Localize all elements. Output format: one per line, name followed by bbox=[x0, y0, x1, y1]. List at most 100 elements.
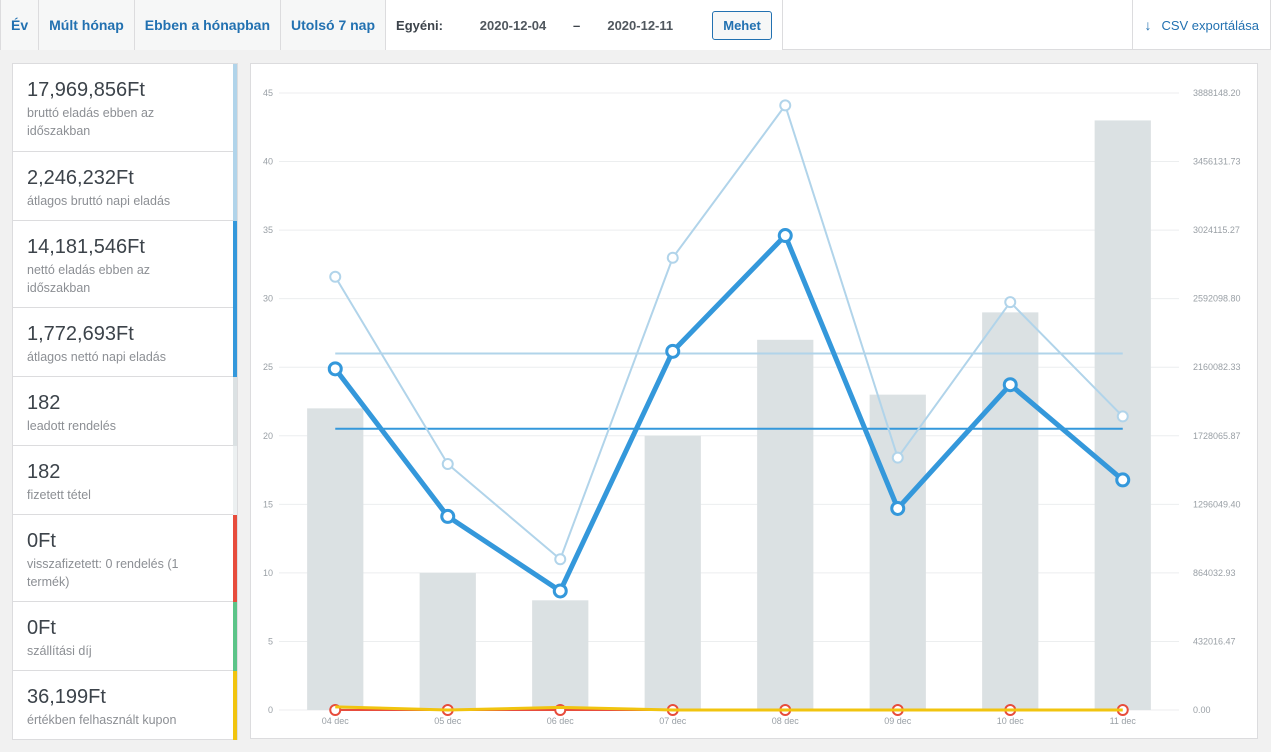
x-tick-label: 05 dec bbox=[434, 716, 462, 726]
x-tick-label: 11 dec bbox=[1110, 716, 1137, 726]
stat-net-sales[interactable]: 14,181,546Ft nettó eladás ebben az idősz… bbox=[13, 221, 237, 308]
x-tick-label: 04 dec bbox=[322, 716, 350, 726]
series-line bbox=[333, 233, 1125, 594]
series-point bbox=[554, 553, 567, 566]
stat-refunded[interactable]: 0Ft visszafizetett: 0 rendelés (1 termék… bbox=[13, 515, 237, 602]
export-csv-button[interactable]: ↓ CSV exportálása bbox=[1132, 0, 1270, 50]
stat-label: szállítási díj bbox=[27, 644, 92, 658]
tab-last-7-days[interactable]: Utolsó 7 nap bbox=[281, 0, 387, 50]
series-point bbox=[777, 228, 793, 244]
legend-color-bar bbox=[233, 446, 237, 515]
series-point bbox=[891, 451, 904, 464]
stat-label: visszafizetett: 0 rendelés (1 termék) bbox=[27, 557, 179, 589]
y-right-tick-label: 2592098.80 bbox=[1193, 294, 1241, 304]
stat-value: 36,199Ft bbox=[27, 686, 106, 708]
y-left-tick-label: 10 bbox=[263, 568, 273, 578]
series-point bbox=[1116, 410, 1129, 423]
bar-orders bbox=[757, 339, 814, 710]
series-point bbox=[666, 251, 679, 264]
y-right-tick-label: 3024115.27 bbox=[1193, 225, 1240, 235]
stat-label: leadott rendelés bbox=[27, 419, 116, 433]
stat-coupons[interactable]: 36,199Ft értékben felhasznált kupon bbox=[13, 671, 237, 740]
series-line bbox=[334, 104, 1124, 561]
stat-label: bruttó eladás ebben az időszakban bbox=[27, 106, 155, 138]
legend-color-bar bbox=[233, 308, 237, 377]
tab-last-month[interactable]: Múlt hónap bbox=[39, 0, 135, 50]
tab-this-month[interactable]: Ebben a hónapban bbox=[134, 0, 282, 50]
series-point bbox=[327, 361, 343, 377]
stat-value: 182 bbox=[27, 392, 61, 414]
end-date-input[interactable]: 2020-12-11 bbox=[607, 17, 674, 33]
legend-color-bar bbox=[233, 602, 237, 671]
custom-range: Egyéni: 2020-12-04 – 2020-12-11 Mehet bbox=[386, 0, 783, 50]
legend-color-bar bbox=[233, 64, 237, 152]
legend-color-bar bbox=[233, 221, 237, 308]
bar-orders bbox=[419, 572, 476, 710]
x-tick-label: 09 dec bbox=[884, 716, 912, 726]
y-right-tick-label: 1296049.40 bbox=[1193, 499, 1241, 509]
y-left-tick-label: 5 bbox=[268, 636, 273, 646]
y-left-tick-label: 0 bbox=[268, 705, 273, 715]
x-tick-label: 08 dec bbox=[772, 716, 800, 726]
stat-value: 182 bbox=[27, 461, 61, 483]
y-left-tick-label: 30 bbox=[263, 294, 273, 304]
legend-color-bar bbox=[233, 377, 237, 446]
series-line bbox=[335, 705, 1123, 712]
y-right-tick-label: 0.00 bbox=[1193, 705, 1211, 715]
y-left-tick-label: 45 bbox=[263, 88, 273, 98]
series-point bbox=[552, 583, 568, 599]
chart-svg: 0 5 10 15 20 25 30 35 40 45 0.00 432016.47 864032.93… bbox=[263, 88, 1241, 726]
stat-shipping[interactable]: 0Ft szállítási díj bbox=[13, 602, 237, 671]
series-point bbox=[1002, 377, 1018, 393]
bar-orders bbox=[982, 312, 1039, 710]
top-bar: Év Múlt hónap Ebben a hónapban Utolsó 7 … bbox=[0, 0, 1271, 50]
y-right-tick-label: 3888148.20 bbox=[1193, 88, 1241, 98]
y-right-tick-label: 2160082.33 bbox=[1193, 362, 1241, 372]
range-tabs: Év Múlt hónap Ebben a hónapban Utolsó 7 … bbox=[1, 0, 783, 50]
y-left-tick-label: 25 bbox=[263, 362, 273, 372]
legend-color-bar bbox=[233, 671, 237, 740]
series-point bbox=[440, 508, 456, 524]
tab-year[interactable]: Év bbox=[1, 0, 40, 50]
stat-label: átlagos nettó napi eladás bbox=[27, 350, 166, 364]
stat-value: 0Ft bbox=[27, 617, 56, 639]
stat-value: 17,969,856Ft bbox=[27, 79, 145, 101]
y-right-tick-label: 432016.47 bbox=[1193, 636, 1236, 646]
x-tick-label: 10 dec bbox=[997, 716, 1025, 726]
stat-value: 14,181,546Ft bbox=[27, 236, 145, 258]
series-point bbox=[329, 270, 342, 283]
stat-value: 2,246,232Ft bbox=[27, 167, 134, 189]
stats-sidebar: 17,969,856Ft bruttó eladás ebben az idős… bbox=[12, 63, 238, 740]
bar-orders bbox=[307, 408, 364, 710]
bar-orders bbox=[869, 394, 926, 710]
start-date-input[interactable]: 2020-12-04 bbox=[479, 17, 547, 33]
stat-avg-gross-sales[interactable]: 2,246,232Ft átlagos bruttó napi eladás bbox=[13, 152, 237, 221]
stat-gross-sales[interactable]: 17,969,856Ft bruttó eladás ebben az idős… bbox=[13, 64, 237, 152]
stat-avg-net-sales[interactable]: 1,772,693Ft átlagos nettó napi eladás bbox=[13, 308, 237, 377]
series-point bbox=[779, 99, 792, 112]
y-left-tick-label: 35 bbox=[263, 225, 273, 235]
stat-value: 1,772,693Ft bbox=[27, 323, 134, 345]
series-point bbox=[890, 500, 906, 516]
sales-chart: 0 5 10 15 20 25 30 35 40 45 0.00 432016.47 864032.93… bbox=[250, 63, 1258, 739]
stat-label: fizetett tétel bbox=[27, 488, 91, 502]
y-right-tick-label: 864032.93 bbox=[1193, 568, 1236, 578]
stat-label: nettó eladás ebben az időszakban bbox=[27, 263, 151, 295]
bar-orders bbox=[532, 600, 589, 710]
go-button[interactable]: Mehet bbox=[712, 10, 772, 40]
stat-label: értékben felhasznált kupon bbox=[27, 713, 177, 727]
y-left-tick-label: 15 bbox=[263, 499, 273, 509]
stat-items-paid[interactable]: 182 fizetett tétel bbox=[13, 446, 237, 515]
y-left-tick-label: 40 bbox=[263, 157, 273, 167]
legend-color-bar bbox=[233, 515, 237, 602]
stat-orders-placed[interactable]: 182 leadott rendelés bbox=[13, 377, 237, 446]
y-left-tick-label: 20 bbox=[263, 431, 273, 441]
stat-label: átlagos bruttó napi eladás bbox=[27, 194, 171, 208]
export-csv-label: CSV exportálása bbox=[1161, 17, 1259, 33]
series-point bbox=[1115, 472, 1131, 488]
x-tick-label: 06 dec bbox=[547, 716, 575, 726]
legend-color-bar bbox=[233, 152, 237, 221]
y-right-tick-label: 3456131.73 bbox=[1193, 157, 1241, 167]
series-point bbox=[441, 458, 454, 471]
series-point bbox=[665, 343, 681, 359]
